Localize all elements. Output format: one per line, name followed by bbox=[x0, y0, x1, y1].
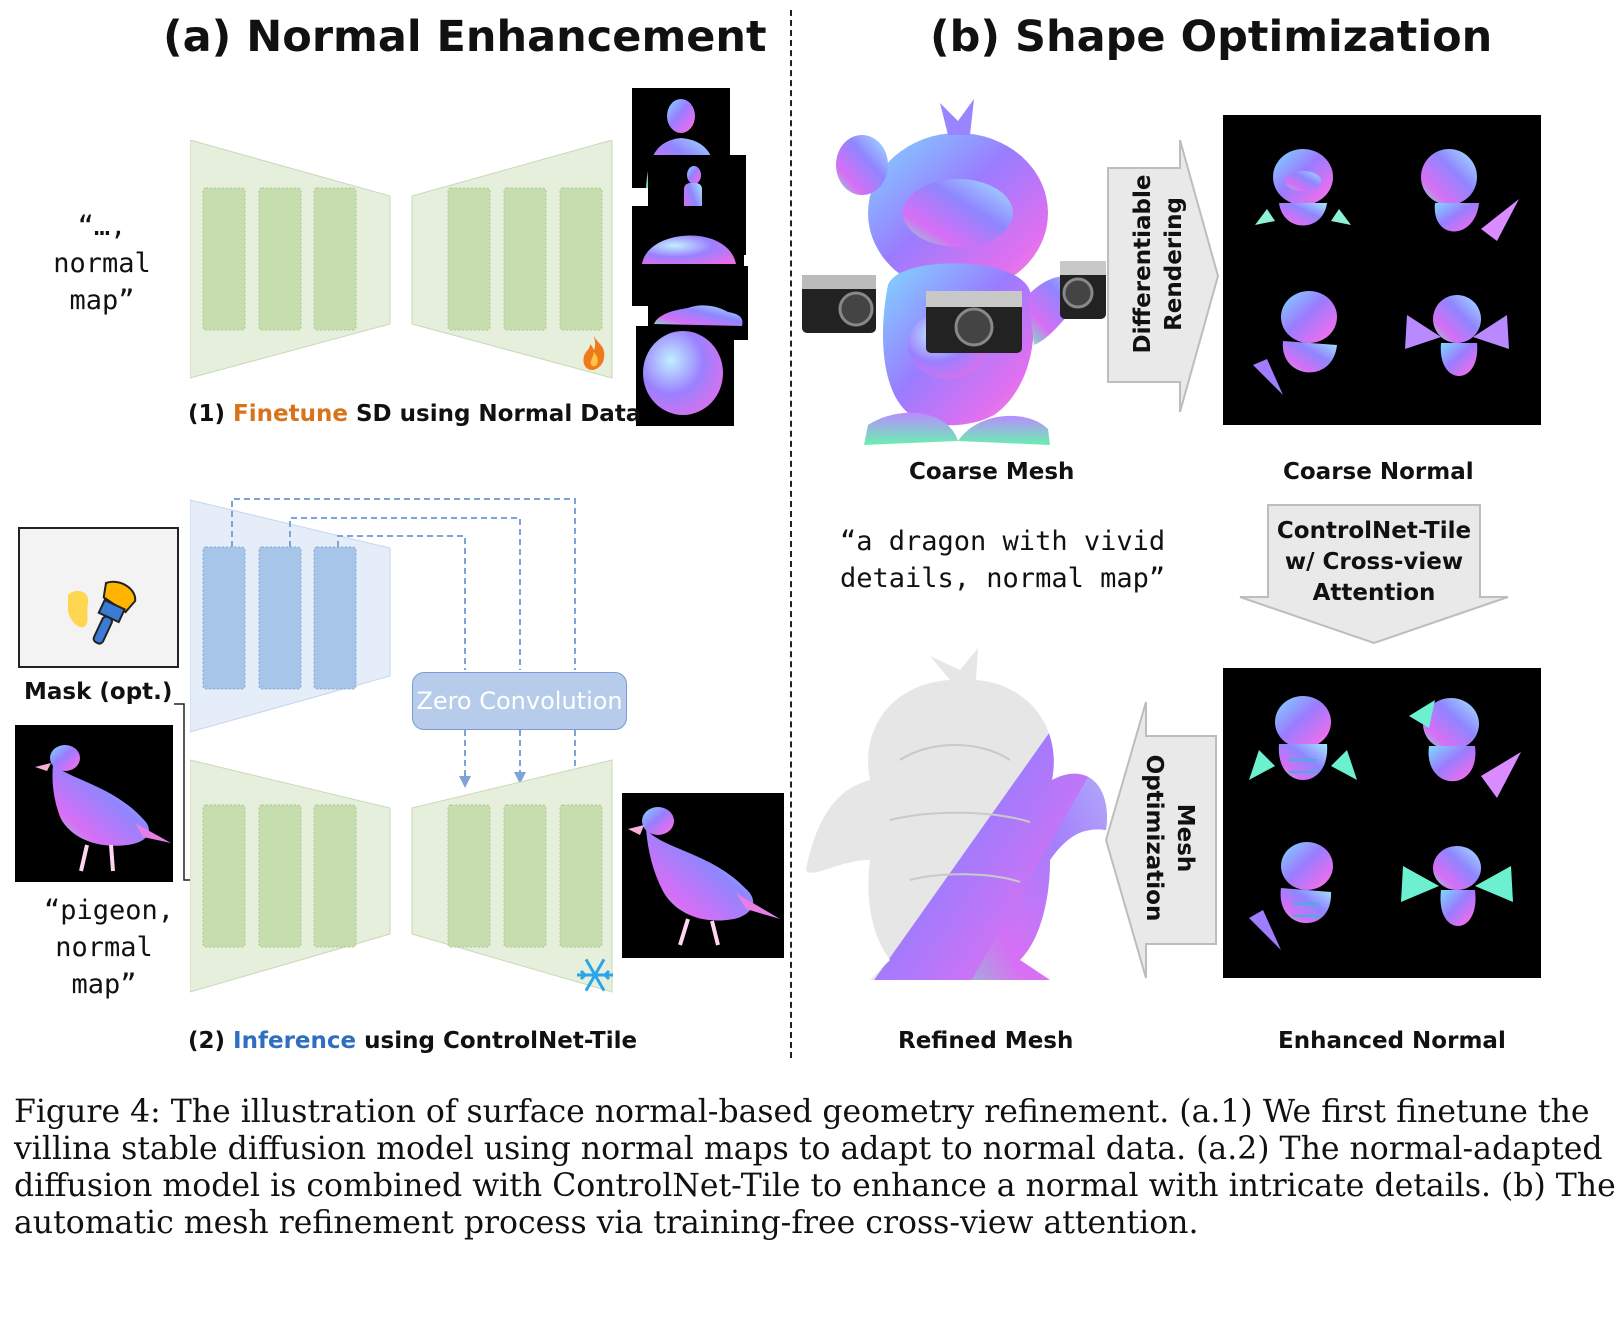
figure-caption: Figure 4: The illustration of surface no… bbox=[14, 1094, 1616, 1242]
enhanced-normal-label: Enhanced Normal bbox=[1278, 1028, 1506, 1054]
controlnet-tile-label: ControlNet-Tile w/ Cross-view Attention bbox=[1238, 516, 1510, 609]
mask-shape bbox=[68, 590, 89, 628]
panel-b-title: (b) Shape Optimization bbox=[930, 12, 1493, 62]
zero-convolution-block: Zero Convolution bbox=[412, 672, 627, 730]
encoder-block bbox=[258, 804, 302, 948]
step2-suffix: using ControlNet-Tile bbox=[356, 1028, 638, 1054]
mask-label: Mask (opt.) bbox=[24, 679, 173, 705]
encoder-block bbox=[202, 187, 246, 331]
prompt-line: details, normal map” bbox=[840, 563, 1166, 594]
controlnet-block bbox=[313, 546, 357, 690]
arrow-label-line: Attention bbox=[1312, 580, 1436, 606]
arrow-label-line: ControlNet-Tile bbox=[1276, 518, 1472, 544]
differentiable-rendering-arrow bbox=[1107, 139, 1220, 413]
refined-mesh-label: Refined Mesh bbox=[898, 1028, 1074, 1054]
decoder-block bbox=[503, 804, 547, 948]
arrow-label-line: Differentiable bbox=[1130, 174, 1156, 354]
finetune-unet-diagram bbox=[190, 140, 613, 379]
controlnet-block bbox=[258, 546, 302, 690]
normal-sample-disc bbox=[636, 326, 734, 426]
decoder-block bbox=[559, 804, 603, 948]
camera-icon bbox=[926, 291, 1022, 353]
pigeon-enhanced-normal bbox=[622, 793, 784, 958]
controlnet-tile-arrow bbox=[1239, 504, 1509, 645]
prompt-line: “pigeon, bbox=[44, 895, 175, 926]
caption-line: diffusion model is combined with Control… bbox=[14, 1168, 1616, 1204]
enhanced-normal-grid bbox=[1223, 668, 1541, 978]
prompt-line: normal bbox=[55, 932, 153, 963]
paint-brush-icon bbox=[92, 580, 137, 645]
step1-suffix: SD using Normal Data bbox=[347, 401, 642, 427]
caption-line: villina stable diffusion model using nor… bbox=[14, 1131, 1603, 1167]
coarse-mesh-render bbox=[802, 99, 1106, 445]
skip-connections bbox=[231, 498, 576, 780]
panel-a-title: (a) Normal Enhancement bbox=[163, 12, 767, 62]
step2-prefix: (2) bbox=[188, 1028, 234, 1054]
prompt-normal-map: “…, normal map” bbox=[50, 208, 154, 319]
prompt-line: normal bbox=[53, 248, 151, 279]
mask-connector bbox=[174, 703, 194, 881]
decoder-block bbox=[447, 187, 491, 331]
encoder-block bbox=[313, 804, 357, 948]
step1-prefix: (1) bbox=[188, 401, 234, 427]
caption-line: Figure 4: The illustration of surface no… bbox=[14, 1094, 1590, 1130]
arrow-label-line: Rendering bbox=[1161, 197, 1187, 331]
pigeon-input-normal bbox=[15, 725, 173, 882]
panel-divider bbox=[790, 10, 792, 1058]
step2-highlight: Inference bbox=[233, 1028, 357, 1054]
decoder-block bbox=[503, 187, 547, 331]
arrow-label-line: Optimization bbox=[1141, 754, 1167, 922]
prompt-pigeon: “pigeon, normal map” bbox=[44, 892, 175, 1003]
mesh-optimization-arrow bbox=[1104, 701, 1217, 979]
coarse-normal-grid bbox=[1223, 115, 1541, 425]
refined-mesh-render bbox=[806, 648, 1107, 980]
controlnet-block bbox=[202, 546, 246, 690]
controlnet-diagram bbox=[190, 498, 613, 993]
coarse-normal-label: Coarse Normal bbox=[1283, 459, 1474, 485]
camera-icon bbox=[1060, 261, 1106, 319]
encoder-block bbox=[258, 187, 302, 331]
step1-highlight: Finetune bbox=[233, 401, 348, 427]
step1-label: (1) Finetune SD using Normal Data bbox=[188, 401, 641, 427]
encoder-block bbox=[313, 187, 357, 331]
prompt-line: map” bbox=[69, 285, 135, 316]
fire-icon bbox=[583, 336, 605, 370]
prompt-dragon: “a dragon with vivid details, normal map… bbox=[840, 523, 1166, 597]
camera-icon bbox=[802, 275, 876, 333]
prompt-line: “a dragon with vivid bbox=[840, 526, 1166, 557]
encoder-block bbox=[202, 804, 246, 948]
mask-image bbox=[18, 527, 179, 668]
prompt-line: “…, bbox=[77, 211, 127, 242]
decoder-block bbox=[447, 804, 491, 948]
coarse-mesh-label: Coarse Mesh bbox=[909, 459, 1075, 485]
step2-label: (2) Inference using ControlNet-Tile bbox=[188, 1028, 637, 1054]
arrow-label-line: Mesh bbox=[1172, 803, 1198, 873]
prompt-line: map” bbox=[71, 969, 137, 1000]
arrow-label-line: w/ Cross-view bbox=[1284, 549, 1464, 575]
decoder-block bbox=[559, 187, 603, 331]
snowflake-icon bbox=[577, 958, 613, 992]
caption-line: automatic mesh refinement process via tr… bbox=[14, 1205, 1199, 1241]
